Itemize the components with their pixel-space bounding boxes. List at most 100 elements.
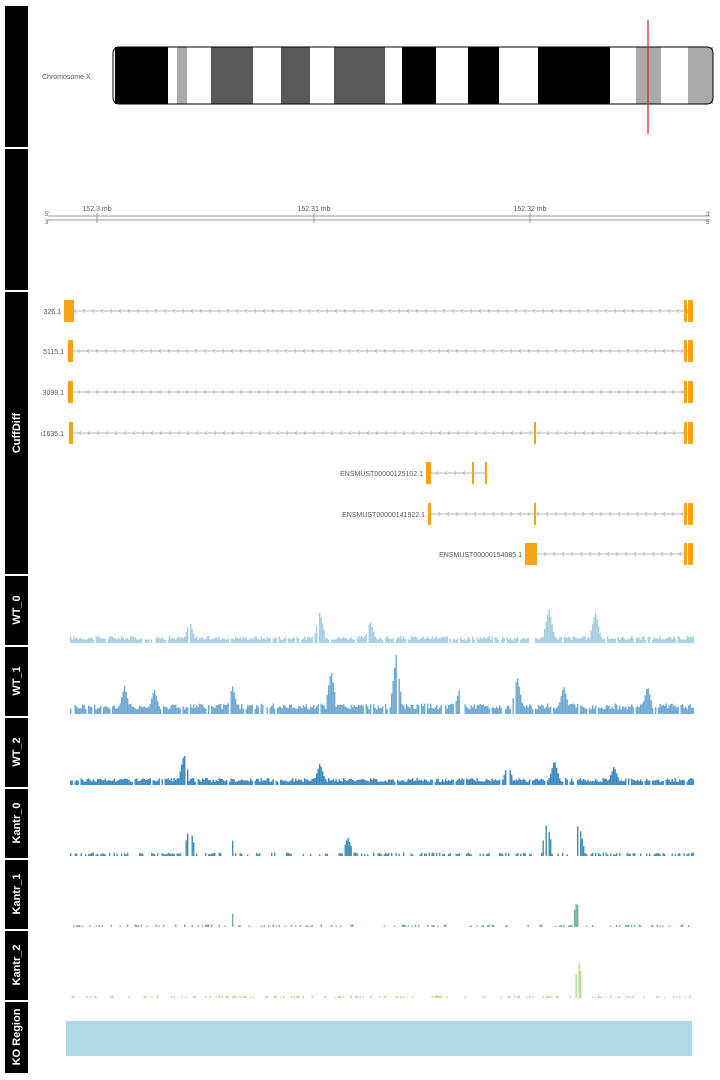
coverage-bar-wt_2 xyxy=(473,779,475,785)
coverage-bar-wt_1 xyxy=(74,704,76,714)
coverage-bar-wt_1 xyxy=(601,707,603,714)
coverage-bar-wt_0 xyxy=(134,637,136,643)
coverage-bar-wt_0 xyxy=(205,638,207,643)
coverage-bar-wt_1 xyxy=(673,706,675,714)
coverage-bar-kantr_1 xyxy=(592,925,594,927)
coverage-bar-wt_1 xyxy=(581,706,583,714)
coverage-bar-wt_0 xyxy=(248,639,250,643)
coverage-bar-wt_2 xyxy=(124,778,126,785)
ideogram-band xyxy=(402,47,436,104)
coverage-bar-kantr_1 xyxy=(652,924,654,927)
coverage-bar-wt_2 xyxy=(691,777,693,785)
coverage-bar-kantr_2 xyxy=(395,996,397,998)
strand-arrow xyxy=(474,430,478,436)
coverage-bar-wt_1 xyxy=(281,708,283,714)
coverage-bar-wt_1 xyxy=(227,703,229,714)
coverage-bar-wt_2 xyxy=(529,779,531,785)
coverage-bar-kantr_2 xyxy=(575,973,577,998)
coverage-bar-kantr_0 xyxy=(274,852,276,856)
coverage-bar-kantr_2 xyxy=(370,995,372,998)
coverage-bar-wt_1 xyxy=(124,686,126,714)
strand-arrow xyxy=(167,389,171,395)
coverage-bar-wt_2 xyxy=(260,777,262,785)
coverage-bar-wt_2 xyxy=(590,781,592,785)
coverage-bar-wt_2 xyxy=(241,779,243,785)
coverage-bar-kantr_0 xyxy=(347,837,349,856)
coverage-bar-kantr_0 xyxy=(161,853,163,856)
coverage-bar-kantr_2 xyxy=(529,995,531,998)
coverage-bar-wt_2 xyxy=(100,778,102,785)
coverage-bar-kantr_0 xyxy=(551,853,553,856)
strand-arrow xyxy=(651,551,655,557)
strand-arrow xyxy=(329,389,333,395)
coverage-bar-wt_0 xyxy=(557,639,559,643)
strand-arrow xyxy=(599,348,603,354)
coverage-bar-wt_0 xyxy=(688,637,690,643)
coverage-bar-wt_2 xyxy=(661,781,663,785)
coverage-bar-wt_0 xyxy=(415,636,417,643)
strand-arrow xyxy=(203,389,207,395)
transcript-label-3: 3098.1 xyxy=(43,390,65,397)
coverage-bar-wt_1 xyxy=(602,709,604,714)
coverage-bar-wt_1 xyxy=(662,704,664,714)
coverage-bar-kantr_1 xyxy=(299,925,301,927)
coverage-bar-wt_1 xyxy=(404,708,406,714)
coverage-bar-wt_0 xyxy=(461,639,463,643)
coverage-bar-wt_2 xyxy=(470,778,472,785)
coverage-bar-kantr_2 xyxy=(514,995,516,998)
coverage-bar-wt_1 xyxy=(683,708,685,714)
coverage-bar-wt_2 xyxy=(658,779,660,785)
coverage-bar-kantr_2 xyxy=(337,996,339,998)
strand-arrow xyxy=(307,308,311,314)
transcript-exon xyxy=(684,503,687,525)
coverage-bar-wt_1 xyxy=(361,704,363,714)
coverage-bar-wt_2 xyxy=(268,778,270,785)
coverage-bar-kantr_0 xyxy=(367,854,369,856)
coverage-bar-wt_2 xyxy=(583,778,585,785)
coverage-bar-wt_1 xyxy=(379,707,381,714)
coverage-bar-wt_1 xyxy=(457,695,459,714)
coverage-bar-wt_1 xyxy=(335,706,337,714)
coverage-bar-wt_2 xyxy=(85,781,87,785)
coverage-bar-wt_2 xyxy=(97,778,99,785)
coverage-bar-wt_0 xyxy=(308,636,310,643)
strand-arrow xyxy=(213,430,217,436)
strand-arrow xyxy=(460,308,464,314)
strand-arrow xyxy=(617,348,621,354)
coverage-bar-wt_1 xyxy=(536,708,538,714)
coverage-bar-wt_2 xyxy=(619,781,621,785)
strand-arrow xyxy=(435,470,439,476)
strand-arrow xyxy=(462,470,466,476)
axis-end-left-bottom: 3' xyxy=(45,220,49,226)
strand-arrow xyxy=(338,348,342,354)
coverage-bar-wt_2 xyxy=(148,778,150,785)
strand-arrow xyxy=(140,348,144,354)
coverage-bar-wt_1 xyxy=(323,705,325,714)
coverage-bar-wt_2 xyxy=(407,778,409,785)
coverage-bar-wt_0 xyxy=(392,637,394,643)
coverage-bar-wt_1 xyxy=(283,704,285,714)
coverage-bar-wt_1 xyxy=(428,708,430,714)
transcript-exon xyxy=(688,381,693,403)
coverage-bar-kantr_0 xyxy=(187,833,189,856)
coverage-bar-wt_1 xyxy=(385,703,387,714)
coverage-bar-wt_2 xyxy=(113,778,115,785)
coverage-bar-wt_2 xyxy=(326,781,328,785)
coverage-bar-kantr_1 xyxy=(278,925,280,927)
coverage-bar-wt_1 xyxy=(113,705,115,714)
strand-arrow xyxy=(681,430,685,436)
coverage-bar-kantr_0 xyxy=(302,853,304,856)
coverage-bar-kantr_1 xyxy=(260,925,262,927)
coverage-bar-kantr_1 xyxy=(101,924,103,927)
axis-end-right-top: 3' xyxy=(706,212,710,218)
coverage-bar-wt_2 xyxy=(578,779,580,785)
coverage-bar-wt_0 xyxy=(148,639,150,643)
coverage-bar-wt_1 xyxy=(437,709,439,714)
strand-arrow xyxy=(519,430,523,436)
coverage-bar-wt_1 xyxy=(482,704,484,714)
strand-arrow xyxy=(654,430,658,436)
strand-arrow xyxy=(671,348,675,354)
coverage-bar-wt_1 xyxy=(527,707,529,714)
coverage-bar-wt_1 xyxy=(98,707,100,714)
transcript-label-5: ENSMUST00000125102.1 xyxy=(340,471,423,478)
